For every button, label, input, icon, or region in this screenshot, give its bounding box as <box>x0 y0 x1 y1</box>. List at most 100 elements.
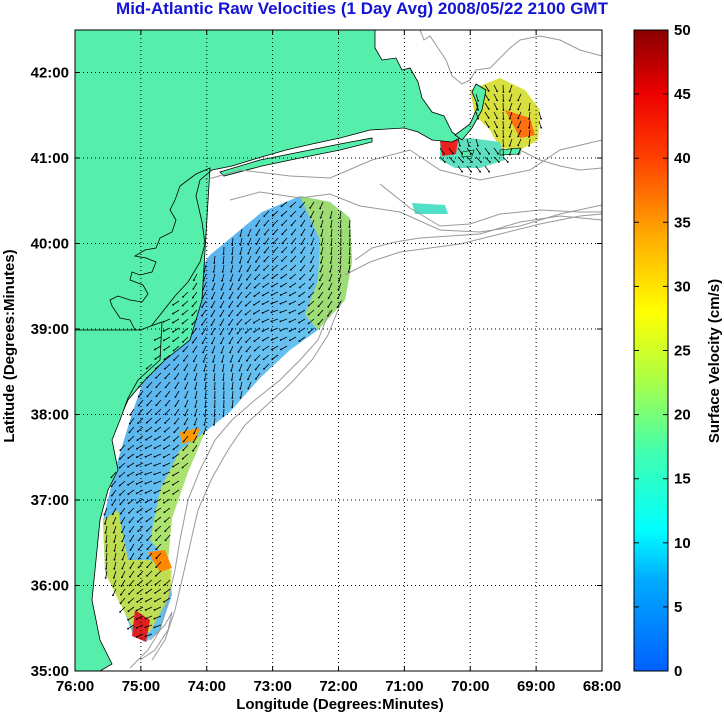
velocity-arrow <box>145 507 153 513</box>
velocity-arrow-head <box>280 268 283 271</box>
velocity-arrow <box>291 255 297 262</box>
velocity-arrow <box>128 489 135 495</box>
colorbar-tick-label: 45 <box>674 86 691 103</box>
velocity-arrow <box>193 273 198 281</box>
velocity-arrow <box>221 282 225 290</box>
velocity-arrow <box>493 111 498 119</box>
velocity-arrow-head <box>182 350 185 353</box>
velocity-arrow-head <box>517 126 520 129</box>
velocity-arrow-head <box>136 609 138 612</box>
velocity-arrow <box>213 372 216 381</box>
velocity-arrow-head <box>298 303 300 306</box>
velocity-arrow-head <box>261 330 264 332</box>
velocity-arrow-head <box>230 270 233 273</box>
velocity-arrow-head <box>135 618 138 620</box>
velocity-arrow <box>475 111 479 119</box>
velocity-arrow-head <box>470 170 472 173</box>
colorbar-label: Surface Velocity (cm/s) <box>706 279 723 443</box>
velocity-arrow <box>146 363 153 369</box>
velocity-arrow-head <box>263 215 266 218</box>
velocity-arrow <box>129 534 135 542</box>
velocity-arrow <box>475 156 482 163</box>
velocity-arrow-head <box>310 234 313 237</box>
velocity-arrow-head <box>211 351 214 354</box>
velocity-arrow-head <box>201 297 204 299</box>
velocity-arrow-head <box>327 314 329 317</box>
velocity-arrow-head <box>443 152 445 155</box>
velocity-arrow-head <box>181 322 184 325</box>
velocity-arrow-head <box>221 271 224 273</box>
velocity-arrow <box>245 318 252 324</box>
velocity-arrow <box>127 624 135 630</box>
velocity-arrow <box>231 390 234 399</box>
velocity-arrow <box>174 399 180 407</box>
velocity-arrow-head <box>113 540 116 543</box>
velocity-arrow <box>155 417 162 423</box>
velocity-arrow <box>203 426 207 434</box>
velocity-arrow <box>201 309 207 316</box>
velocity-arrow <box>154 336 162 341</box>
velocity-arrow <box>164 354 171 360</box>
velocity-arrow <box>164 588 171 594</box>
velocity-arrow <box>320 264 324 272</box>
velocity-arrow-head <box>487 99 490 101</box>
velocity-arrow-head <box>172 312 174 315</box>
velocity-arrow <box>119 489 126 496</box>
velocity-arrow-head <box>202 288 204 291</box>
velocity-arrow-head <box>144 455 147 458</box>
velocity-arrow-head <box>194 387 197 390</box>
velocity-arrow-head <box>112 594 114 597</box>
velocity-arrow <box>128 435 135 442</box>
velocity-arrow <box>147 552 153 559</box>
velocity-arrow <box>120 498 126 505</box>
velocity-arrow-head <box>262 286 265 288</box>
velocity-arrow-head <box>163 511 166 514</box>
velocity-arrow-head <box>279 302 282 305</box>
velocity-arrow <box>310 210 315 218</box>
velocity-arrow-head <box>137 539 140 542</box>
velocity-arrow-head <box>231 253 234 255</box>
velocity-arrow <box>163 453 171 458</box>
velocity-arrow-head <box>508 90 511 93</box>
velocity-arrow <box>517 120 522 128</box>
velocity-arrow-head <box>228 314 231 317</box>
velocity-arrow-head <box>154 583 157 586</box>
velocity-arrow <box>128 606 135 612</box>
velocity-arrow <box>203 273 207 281</box>
velocity-arrow-head <box>328 279 331 282</box>
velocity-arrow-head <box>128 521 131 524</box>
velocity-arrow-head <box>247 261 249 264</box>
velocity-arrow-head <box>210 333 213 335</box>
velocity-arrow <box>129 579 135 586</box>
velocity-arrow <box>509 138 513 146</box>
velocity-arrow <box>330 219 333 227</box>
velocity-arrow-head <box>299 269 302 272</box>
velocity-arrow-head <box>498 161 500 163</box>
velocity-arrow <box>262 291 270 296</box>
velocity-arrow <box>154 489 162 494</box>
velocity-arrow <box>318 300 324 307</box>
velocity-arrow-head <box>528 118 530 120</box>
velocity-arrow-head <box>182 449 185 451</box>
velocity-arrow <box>163 444 171 449</box>
velocity-arrow-head <box>508 126 511 129</box>
velocity-arrow-head <box>154 421 157 424</box>
velocity-arrow <box>291 219 297 226</box>
velocity-arrow-head <box>164 395 167 398</box>
velocity-arrow <box>308 309 315 315</box>
velocity-arrow-head <box>137 422 140 424</box>
velocity-arrow <box>281 255 288 262</box>
velocity-arrow <box>493 147 499 154</box>
velocity-arrow <box>262 336 270 341</box>
velocity-arrow-head <box>153 473 156 476</box>
velocity-arrow-head <box>272 260 274 262</box>
velocity-arrow <box>247 372 252 380</box>
velocity-arrow <box>137 417 144 424</box>
velocity-arrow-head <box>320 243 323 246</box>
velocity-arrow-head <box>298 321 300 324</box>
velocity-arrow-head <box>253 286 256 289</box>
velocity-arrow <box>318 291 324 298</box>
velocity-arrow-head <box>135 636 138 638</box>
velocity-arrow <box>146 426 153 432</box>
